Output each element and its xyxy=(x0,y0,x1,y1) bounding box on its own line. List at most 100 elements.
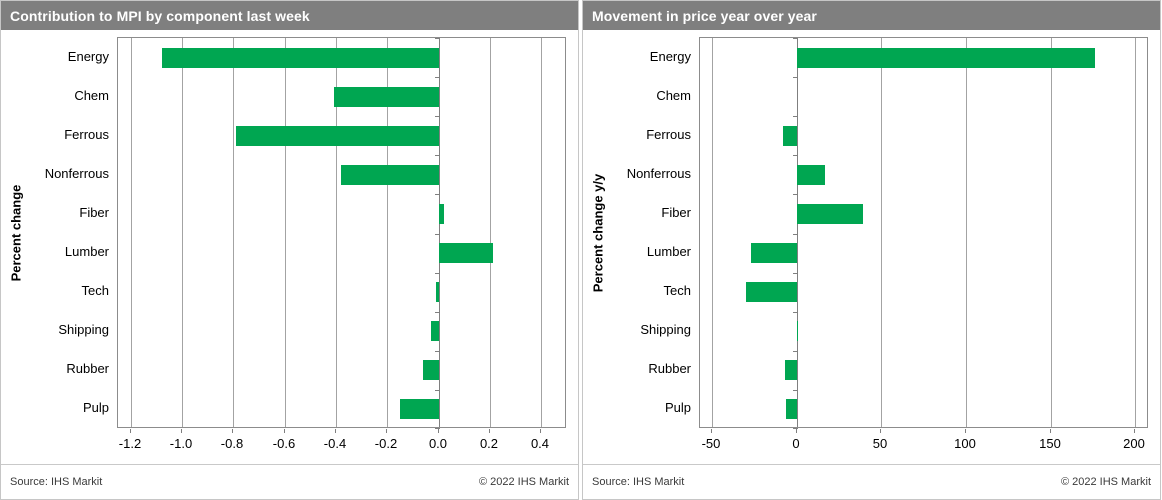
bar-rubber xyxy=(423,360,439,380)
bar-energy xyxy=(162,48,439,68)
bar-nonferrous xyxy=(341,165,439,185)
category-label: Energy xyxy=(67,49,109,64)
category-tick xyxy=(793,351,798,352)
category-label: Ferrous xyxy=(64,127,109,142)
y-axis-title: Percent change xyxy=(8,184,24,281)
x-tick-label: 0.2 xyxy=(479,436,499,451)
category-label: Lumber xyxy=(646,244,691,259)
x-axis-tick xyxy=(489,429,490,433)
gridline xyxy=(1135,38,1136,427)
chart-panel-contribution: Contribution to MPI by component last we… xyxy=(0,0,579,500)
x-axis-tick xyxy=(438,429,439,433)
x-tick-label: -0.2 xyxy=(374,436,398,451)
zero-axis-line xyxy=(797,38,798,427)
x-tick-label: 200 xyxy=(1123,436,1145,451)
category-label: Nonferrous xyxy=(44,166,109,181)
copyright-label: © 2022 IHS Markit xyxy=(478,476,569,488)
plot-area xyxy=(117,37,566,429)
category-tick xyxy=(793,390,798,391)
gridline xyxy=(490,38,491,427)
category-label: Chem xyxy=(74,88,109,103)
source-label: Source: IHS Markit xyxy=(10,476,103,488)
category-label: Lumber xyxy=(64,244,109,259)
bar-tech xyxy=(436,282,439,302)
category-tick xyxy=(793,77,798,78)
category-tick xyxy=(435,428,440,429)
bar-ferrous xyxy=(236,126,439,146)
bar-fiber xyxy=(797,204,863,224)
x-tick-label: 0 xyxy=(792,436,800,451)
bar-shipping xyxy=(431,321,439,341)
gridline xyxy=(881,38,882,427)
y-axis-title: Percent change y/y xyxy=(590,173,606,292)
x-tick-label: 100 xyxy=(954,436,976,451)
x-axis-tick xyxy=(965,429,966,433)
source-label: Source: IHS Markit xyxy=(592,476,685,488)
x-axis-tick xyxy=(335,429,336,433)
x-tick-label: 150 xyxy=(1039,436,1061,451)
gridline xyxy=(712,38,713,427)
category-label: Shipping xyxy=(640,322,691,337)
category-tick xyxy=(435,116,440,117)
category-tick xyxy=(793,155,798,156)
chart-plot-contribution: Percent change Energy Chem Ferrous Nonferrou… xyxy=(1,30,578,464)
category-label: Fiber xyxy=(661,205,691,220)
category-tick xyxy=(435,155,440,156)
x-tick-label: 50 xyxy=(872,436,888,451)
x-tick-label: -50 xyxy=(701,436,721,451)
category-label: Tech xyxy=(663,283,691,298)
category-label: Tech xyxy=(81,283,109,298)
x-axis-tick xyxy=(711,429,712,433)
zero-axis-line xyxy=(439,38,440,427)
gridline xyxy=(966,38,967,427)
category-label: Nonferrous xyxy=(626,166,691,181)
category-tick xyxy=(793,194,798,195)
category-label: Energy xyxy=(649,49,691,64)
gridline xyxy=(336,38,337,427)
x-axis-tick xyxy=(232,429,233,433)
x-axis-tick xyxy=(284,429,285,433)
gridline xyxy=(387,38,388,427)
category-label: Fiber xyxy=(79,205,109,220)
category-label: Pulp xyxy=(82,400,109,415)
x-axis-tick xyxy=(130,429,131,433)
category-label: Rubber xyxy=(66,361,109,376)
gridline xyxy=(1051,38,1052,427)
gridline xyxy=(131,38,132,427)
category-tick xyxy=(435,273,440,274)
x-tick-label: 0.4 xyxy=(530,436,550,451)
category-tick xyxy=(793,428,798,429)
category-tick xyxy=(435,390,440,391)
chart-footer: Source: IHS Markit © 2022 IHS Markit xyxy=(583,464,1160,499)
chart-title-contribution: Contribution to MPI by component last we… xyxy=(1,1,578,30)
category-tick xyxy=(793,273,798,274)
category-tick xyxy=(793,312,798,313)
bar-nonferrous xyxy=(797,165,825,185)
bar-lumber xyxy=(751,243,797,263)
x-tick-label: -1.2 xyxy=(118,436,142,451)
copyright-label: © 2022 IHS Markit xyxy=(1060,476,1151,488)
category-label: Rubber xyxy=(648,361,691,376)
x-tick-label: -0.6 xyxy=(272,436,296,451)
category-tick xyxy=(435,38,440,39)
x-axis-tick xyxy=(386,429,387,433)
x-axis-tick xyxy=(1134,429,1135,433)
gridline xyxy=(233,38,234,427)
bar-lumber xyxy=(439,243,493,263)
x-axis-tick xyxy=(796,429,797,433)
category-tick xyxy=(435,312,440,313)
category-tick xyxy=(435,77,440,78)
category-label: Pulp xyxy=(664,400,691,415)
category-label: Ferrous xyxy=(646,127,691,142)
gridline xyxy=(285,38,286,427)
category-tick xyxy=(435,234,440,235)
x-axis-tick xyxy=(1050,429,1051,433)
gridline xyxy=(182,38,183,427)
category-label: Chem xyxy=(656,88,691,103)
bar-shipping xyxy=(797,321,798,341)
gridline xyxy=(541,38,542,427)
chart-title-price-movement: Movement in price year over year xyxy=(583,1,1160,30)
chart-panel-price-movement: Movement in price year over year Percent… xyxy=(582,0,1161,500)
bar-energy xyxy=(797,48,1095,68)
